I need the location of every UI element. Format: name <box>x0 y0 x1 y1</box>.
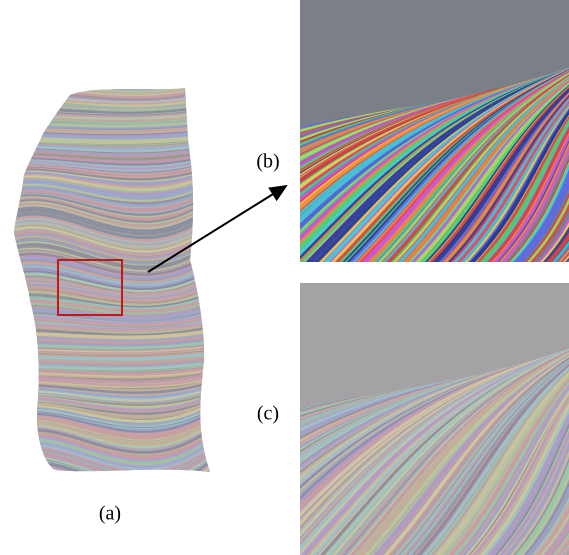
streak <box>0 469 230 506</box>
panel-label: (c) <box>257 403 279 425</box>
streak <box>0 71 230 89</box>
panel-label: (a) <box>99 503 121 525</box>
panel-label: (b) <box>256 151 279 173</box>
streak <box>0 67 230 89</box>
streak <box>0 63 230 86</box>
streak <box>0 53 230 78</box>
streak <box>0 56 230 80</box>
streak <box>0 71 230 90</box>
streak <box>0 59 230 83</box>
streak <box>0 69 230 90</box>
streak <box>0 67 230 87</box>
streak <box>0 470 230 506</box>
figure: (a) (b) (c) <box>0 0 569 555</box>
streak <box>0 62 230 85</box>
streak <box>0 466 230 503</box>
streak <box>0 50 230 75</box>
streak <box>0 69 230 89</box>
streak <box>0 64 230 86</box>
statue-texture <box>0 50 230 512</box>
streak <box>0 468 230 506</box>
streak <box>0 68 230 89</box>
